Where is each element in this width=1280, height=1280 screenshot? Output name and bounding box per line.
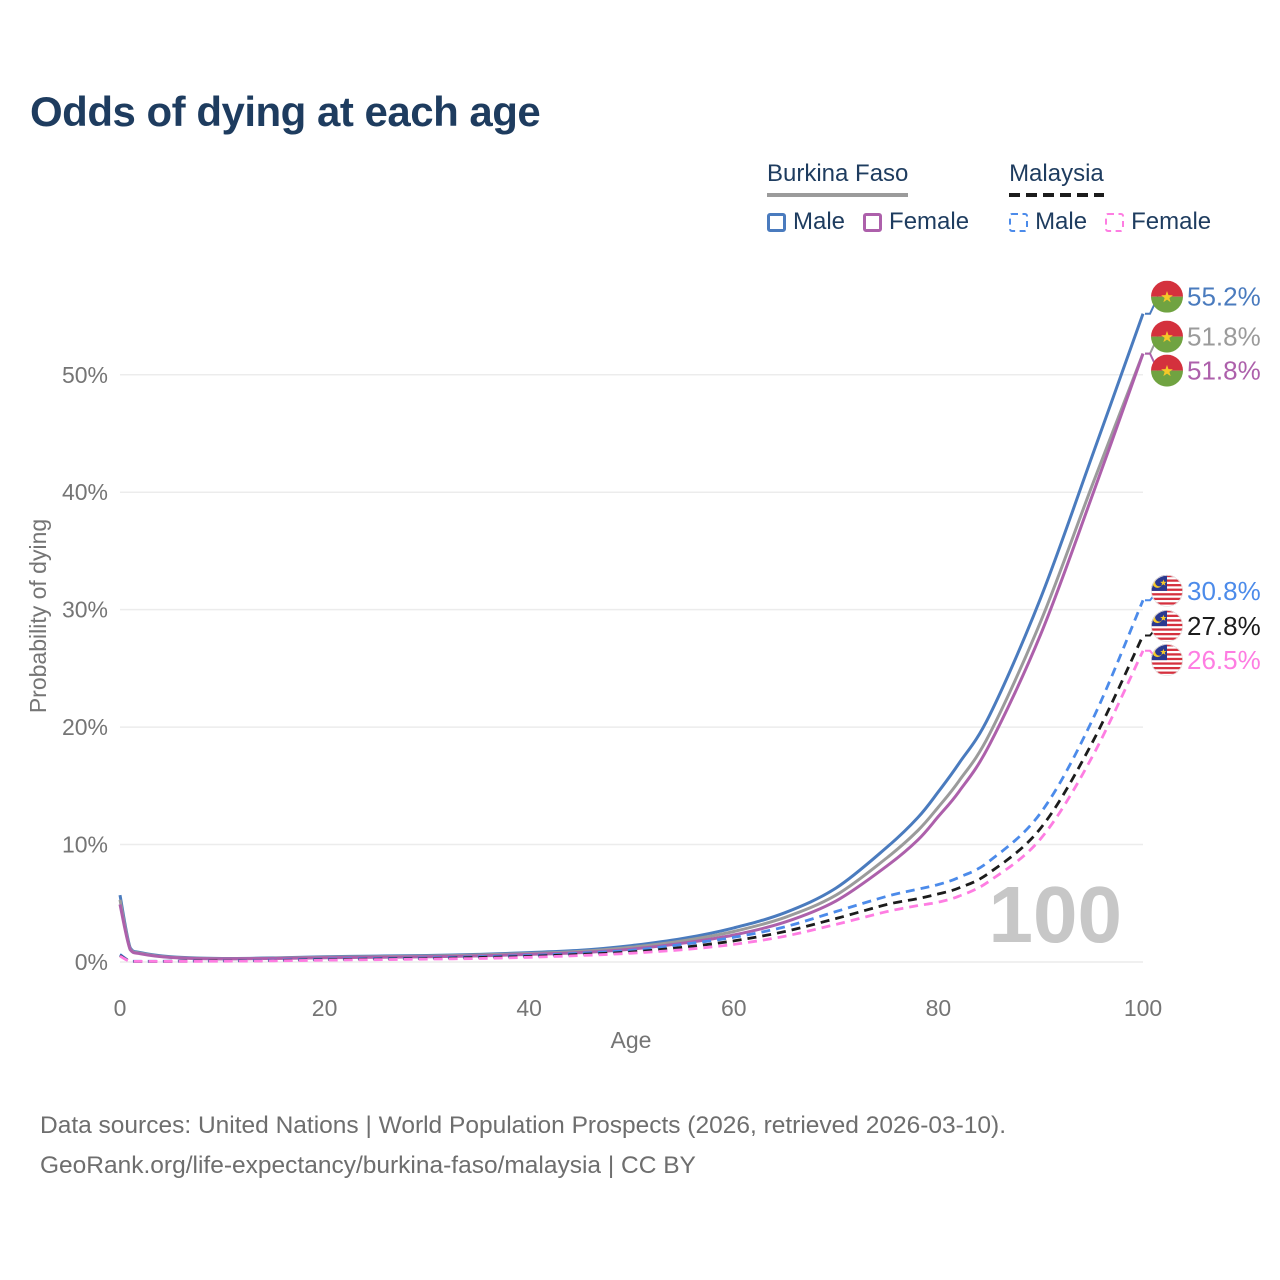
y-tick-label: 10% [62, 832, 108, 858]
x-tick-label: 20 [312, 995, 338, 1021]
x-axis-title: Age [611, 1027, 652, 1053]
x-tick-label: 80 [926, 995, 952, 1021]
solid-line-swatch-icon [767, 193, 909, 197]
dashed-line-swatch-icon [1009, 193, 1104, 197]
legend-group-burkina-faso: Burkina Faso Male Female [767, 160, 969, 236]
malaysia-flag-icon [1151, 644, 1183, 677]
end-value-label-burkina-faso-both-sexes: 51.8% [1187, 322, 1261, 352]
dashed-square-swatch-icon [1009, 212, 1029, 232]
y-tick-label: 30% [62, 597, 108, 623]
x-tick-label: 40 [516, 995, 542, 1021]
x-tick-label: 60 [721, 995, 747, 1021]
x-tick-label: 100 [1124, 995, 1162, 1021]
solid-square-swatch-icon [767, 212, 786, 232]
legend-group-malaysia: Malaysia Male Female [1009, 160, 1211, 236]
x-tick-label: 0 [114, 995, 127, 1021]
end-value-label-malaysia-both-sexes: 27.8% [1187, 611, 1261, 641]
legend-item-label: Male [1035, 208, 1088, 235]
legend-item-label: Female [889, 208, 970, 235]
legend-item-malaysia-female[interactable]: Female [1105, 208, 1211, 236]
end-value-label-burkina-faso-male: 55.2% [1187, 282, 1261, 312]
dashed-square-swatch-icon [1105, 212, 1125, 232]
legend-country-burkina-faso[interactable]: Burkina Faso [767, 160, 909, 197]
series-line-burkina-faso-both-sexes [118, 353, 1145, 961]
legend-item-burkina-faso-male[interactable]: Male [767, 208, 845, 236]
chart-canvas[interactable]: Age Probability of dying 0% 10% 20% 30% 40% 5… [0, 0, 1280, 1080]
legend-item-burkina-faso-female[interactable]: Female [863, 208, 969, 236]
end-value-label-malaysia-male: 30.8% [1187, 576, 1261, 606]
series-line-malaysia-female [119, 650, 1145, 963]
legend: Burkina Faso Male Female Malaysia [767, 160, 1211, 236]
y-tick-label: 0% [75, 949, 108, 975]
malaysia-flag-icon [1151, 574, 1183, 607]
y-tick-label: 40% [62, 479, 108, 505]
page-title: Odds of dying at each age [30, 88, 541, 135]
y-tick-label: 50% [62, 362, 108, 388]
malaysia-flag-icon [1151, 610, 1183, 643]
series-line-burkina-faso-female [118, 353, 1145, 961]
legend-country-label: Malaysia [1009, 160, 1104, 187]
legend-country-label: Burkina Faso [767, 160, 909, 187]
legend-item-malaysia-male[interactable]: Male [1009, 208, 1087, 236]
attribution-line: GeoRank.org/life-expectancy/burkina-faso… [40, 1152, 696, 1179]
solid-square-swatch-icon [863, 212, 883, 232]
y-axis-title: Probability of dying [25, 519, 51, 713]
end-value-label-malaysia-female: 26.5% [1187, 645, 1261, 675]
legend-item-label: Female [1131, 208, 1212, 235]
legend-country-malaysia[interactable]: Malaysia [1009, 160, 1104, 197]
burkina-faso-flag-icon [1151, 280, 1183, 313]
footer: Data sources: United Nations | World Pop… [40, 1106, 1006, 1186]
series-line-burkina-faso-male [118, 313, 1145, 961]
legend-item-label: Male [793, 208, 846, 235]
end-value-label-burkina-faso-female: 51.8% [1187, 356, 1261, 386]
burkina-faso-flag-icon [1151, 320, 1183, 353]
age-counter-watermark: 100 [989, 870, 1122, 959]
y-tick-label: 20% [62, 714, 108, 740]
burkina-faso-flag-icon [1151, 354, 1183, 387]
data-sources-line: Data sources: United Nations | World Pop… [40, 1112, 1007, 1139]
